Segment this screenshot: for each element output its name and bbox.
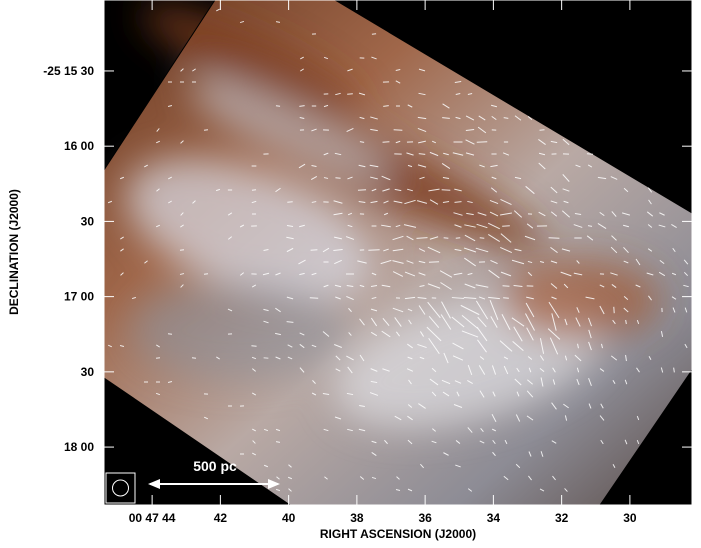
vector xyxy=(429,262,439,263)
x-tick-label: 36 xyxy=(418,511,432,525)
vector xyxy=(419,154,426,155)
vector xyxy=(455,202,462,203)
y-tick-label: 18 00 xyxy=(64,440,94,454)
vector xyxy=(442,190,451,191)
vector xyxy=(156,358,160,359)
vector xyxy=(503,286,510,287)
x-tick-label: 38 xyxy=(350,511,364,525)
vector xyxy=(626,320,627,324)
y-tick-label: 17 00 xyxy=(64,290,94,304)
x-axis-title: RIGHT ASCENSION (J2000) xyxy=(320,527,476,541)
x-tick-label: 32 xyxy=(555,511,569,525)
y-tick-label: 30 xyxy=(81,365,95,379)
x-tick-label: 34 xyxy=(487,511,501,525)
y-axis-title: DECLINATION (J2000) xyxy=(7,189,21,315)
vector xyxy=(299,106,304,107)
x-tick-label: 40 xyxy=(282,511,296,525)
vector xyxy=(444,238,449,239)
vector xyxy=(442,118,450,119)
vector xyxy=(287,202,292,203)
x-tick-label: 00 47 44 xyxy=(129,511,176,525)
x-tick-label: 30 xyxy=(623,511,637,525)
vector xyxy=(416,238,427,239)
y-tick-label: -25 15 30 xyxy=(43,64,94,78)
y-tick-label: 16 00 xyxy=(64,139,94,153)
vector xyxy=(347,94,353,95)
vector xyxy=(310,298,318,299)
vector xyxy=(311,250,318,251)
vector xyxy=(372,34,376,35)
x-tick-label: 42 xyxy=(214,511,228,525)
vector xyxy=(549,238,560,239)
y-tick-label: 30 xyxy=(81,214,95,228)
vector xyxy=(204,130,208,131)
vector xyxy=(480,238,485,239)
scale-label: 500 pc xyxy=(193,458,237,474)
vector xyxy=(368,250,379,251)
